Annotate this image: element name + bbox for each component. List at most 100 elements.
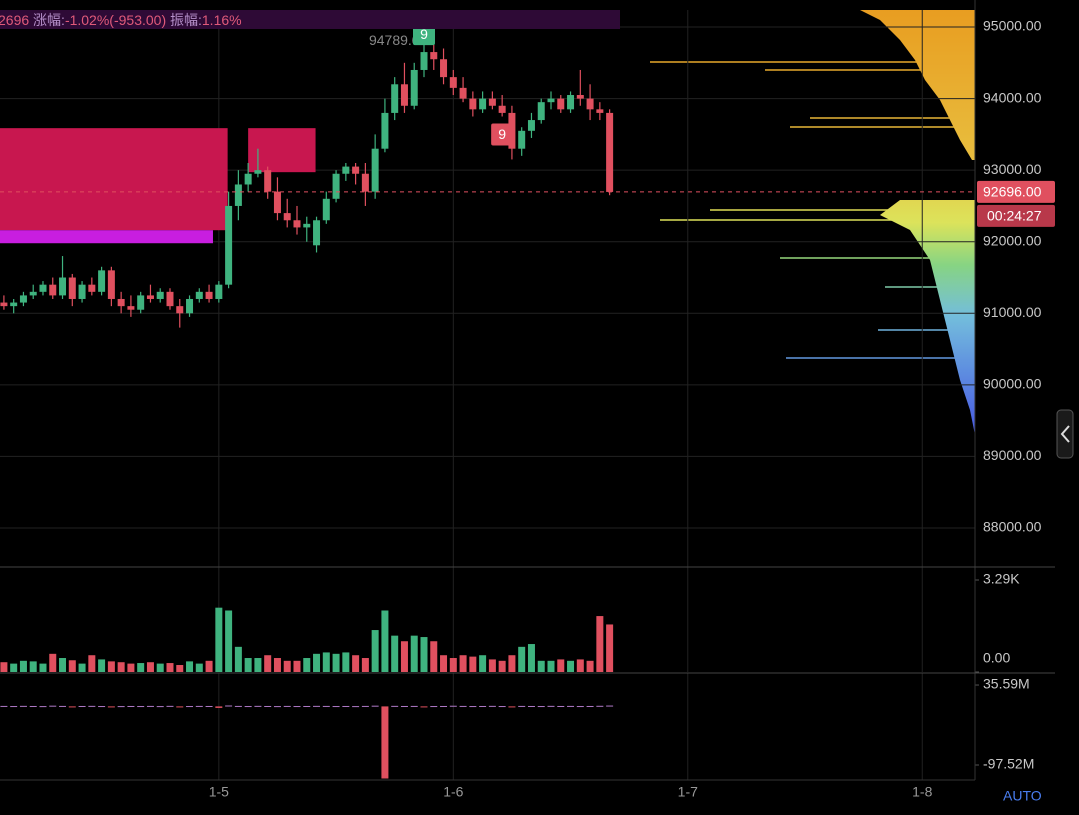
header-change: -1.02%(-953.00) <box>65 12 166 28</box>
bar <box>400 705 408 707</box>
candle-body <box>361 173 369 192</box>
bar <box>10 706 18 708</box>
bar <box>225 705 233 707</box>
bar <box>293 660 301 672</box>
candle-body <box>498 105 506 113</box>
candle-body <box>39 284 47 292</box>
bar <box>264 655 272 672</box>
bar <box>107 661 115 672</box>
candle-body <box>283 213 291 221</box>
y-tick-label: 93000.00 <box>983 161 1042 177</box>
y-tick-label: 92000.00 <box>983 232 1042 248</box>
candle-body <box>156 291 164 299</box>
bar <box>98 706 106 708</box>
marker-text: 9 <box>420 26 428 42</box>
bar <box>606 624 614 672</box>
bar <box>479 655 487 672</box>
bar <box>332 706 340 708</box>
bar <box>68 660 76 672</box>
bar <box>488 705 496 707</box>
bar <box>166 705 174 707</box>
candle-body <box>313 220 321 246</box>
collapse-button[interactable] <box>1056 409 1074 459</box>
bar <box>78 663 86 672</box>
volume-profile <box>650 10 975 435</box>
bar <box>459 655 467 672</box>
bar <box>391 705 399 707</box>
candle-body <box>391 84 399 113</box>
zone <box>248 128 316 173</box>
marker-text: 9 <box>498 126 506 142</box>
candle-body <box>215 284 223 299</box>
bar <box>352 706 360 708</box>
bar <box>195 663 203 672</box>
bar <box>264 705 272 707</box>
candle-body <box>146 295 154 299</box>
bar <box>537 660 545 672</box>
candle-body <box>557 98 565 110</box>
header: 2696 涨幅:-1.02%(-953.00) 振幅:1.16% <box>0 12 242 28</box>
bar <box>352 655 360 672</box>
candle-body <box>420 52 428 70</box>
bar <box>322 705 330 707</box>
bar <box>459 705 467 707</box>
bar <box>254 658 262 672</box>
bar <box>381 610 389 672</box>
bar <box>410 635 418 672</box>
bar <box>215 706 223 708</box>
candle-body <box>567 95 575 110</box>
bar <box>205 705 213 707</box>
candle-body <box>88 284 96 292</box>
bar <box>146 705 154 707</box>
candle-body <box>576 95 584 99</box>
bar <box>176 706 184 708</box>
bar <box>420 637 428 672</box>
y-tick-label: 95000.00 <box>983 18 1042 34</box>
bar <box>244 706 252 708</box>
x-tick-label: 1-5 <box>209 784 229 800</box>
countdown-tag <box>977 204 1055 227</box>
bar <box>273 706 281 708</box>
bar <box>59 658 67 672</box>
bar <box>156 663 164 672</box>
bar <box>498 706 506 708</box>
bar <box>39 706 47 708</box>
bar <box>586 705 594 707</box>
x-tick-label: 1-6 <box>443 784 463 800</box>
candle-body <box>293 220 301 228</box>
bar <box>567 660 575 672</box>
bar <box>29 661 37 672</box>
candle-body <box>19 295 27 303</box>
bar <box>0 705 8 707</box>
bar <box>430 706 438 708</box>
bar <box>391 635 399 672</box>
bar <box>283 705 291 707</box>
bar <box>166 663 174 672</box>
header-price: 2696 <box>0 12 29 28</box>
candle-body <box>586 98 594 110</box>
candle-body <box>107 270 115 299</box>
candle-body <box>352 166 360 174</box>
auto-button[interactable]: AUTO <box>1003 788 1042 804</box>
candle-body <box>606 112 614 192</box>
bar <box>400 641 408 672</box>
bar <box>430 641 438 672</box>
y-tick-label: 90000.00 <box>983 376 1042 392</box>
y-tick-label: 89000.00 <box>983 447 1042 463</box>
header-amplitude: 1.16% <box>202 12 242 28</box>
bar <box>29 705 37 707</box>
candle-body <box>440 59 448 78</box>
bar <box>19 705 27 707</box>
x-tick-label: 1-8 <box>912 784 932 800</box>
y-tick-label: 88000.00 <box>983 519 1042 535</box>
bar <box>361 658 369 672</box>
x-tick-label: 1-7 <box>678 784 698 800</box>
bar <box>303 705 311 707</box>
bar <box>527 644 535 672</box>
candle-body <box>479 98 487 110</box>
collapse-icon <box>1060 425 1070 443</box>
bar <box>518 705 526 707</box>
bar <box>596 705 604 707</box>
bar <box>567 705 575 707</box>
high-label: 94789.00 <box>369 32 428 48</box>
